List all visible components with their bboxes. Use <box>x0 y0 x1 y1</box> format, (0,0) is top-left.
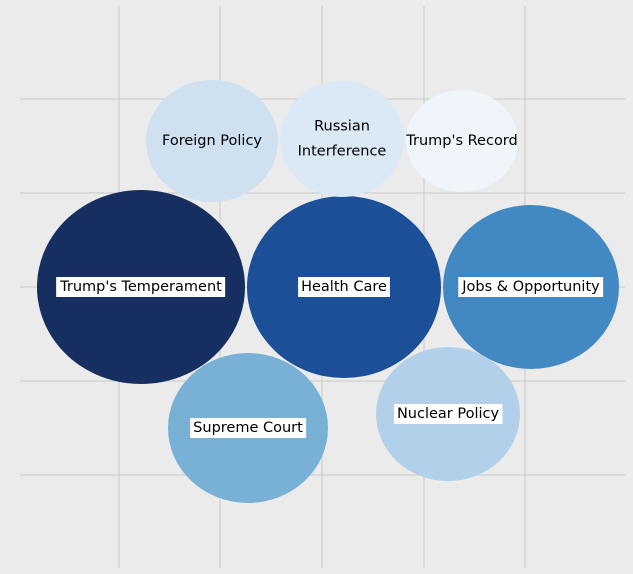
bubble-label-nuclear-policy: Nuclear Policy <box>397 406 500 422</box>
bubble-label-russian-interference-line-1: Russian <box>314 119 370 135</box>
bubble-label-box-health-care <box>298 277 390 297</box>
bubble-circle-trump-s-record <box>406 90 518 192</box>
bubble-label-health-care: Health Care <box>301 279 387 295</box>
bubble-label-foreign-policy: Foreign Policy <box>162 133 262 149</box>
bubble-russian-interference: Russian Interference <box>280 81 404 197</box>
bubble-supreme-court: Supreme Court <box>168 353 328 503</box>
bubble-label-trump-s-temperament: Trump's Temperament <box>59 279 222 295</box>
bubble-nuclear-policy: Nuclear Policy <box>376 347 520 481</box>
bubble-trump-s-record: Trump's Record <box>405 90 518 192</box>
bubble-label-trump-s-record: Trump's Record <box>405 133 517 149</box>
bubble-foreign-policy: Foreign Policy <box>146 80 278 202</box>
bubble-label-jobs-opportunity: Jobs & Opportunity <box>461 279 600 295</box>
bubble-circle-foreign-policy <box>146 80 278 202</box>
bubble-circle-russian-interference <box>280 81 404 197</box>
bubble-label-box-jobs-opportunity <box>458 277 604 297</box>
bubble-label-box-supreme-court <box>190 418 307 438</box>
bubble-label-box-nuclear-policy <box>393 404 503 424</box>
bubble-health-care: Health Care <box>247 196 441 378</box>
bubble-jobs-opportunity: Jobs & Opportunity <box>443 205 619 369</box>
bubble-label-russian-interference-line-2: Interference <box>298 144 387 160</box>
bubble-trump-s-temperament: Trump's Temperament <box>37 190 245 384</box>
bubble-label-supreme-court: Supreme Court <box>193 420 303 436</box>
bubble-label-box-trump-s-temperament <box>56 277 226 297</box>
bubble-group: Trump's Temperament Health Care Jobs & Opp… <box>37 80 619 503</box>
